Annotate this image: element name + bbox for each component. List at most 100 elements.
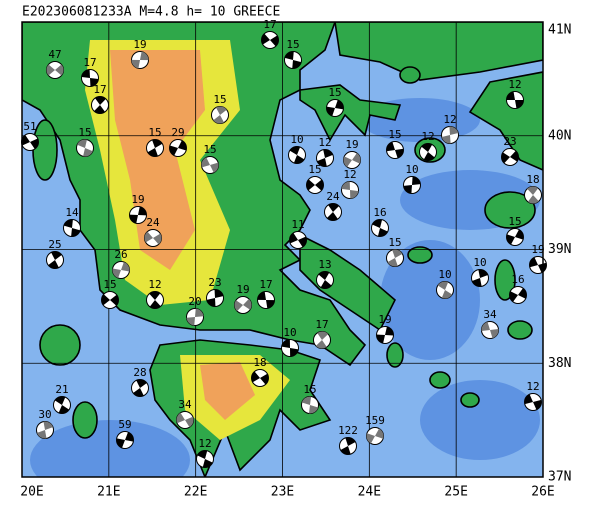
focal-mechanism: 15 [386, 236, 404, 267]
focal-mechanism: 15 [301, 383, 319, 414]
compression-quadrant [437, 281, 449, 290]
compression-quadrant [37, 430, 47, 439]
compression-quadrant [58, 405, 70, 414]
compression-quadrant [116, 438, 125, 448]
focal-mechanism: 17 [257, 278, 275, 309]
focal-mechanism: 20 [186, 295, 204, 326]
depth-label: 19 [378, 313, 391, 326]
depth-label: 15 [388, 128, 401, 141]
compression-quadrant [243, 298, 252, 310]
compression-quadrant [257, 291, 266, 300]
compression-quadrant [292, 60, 302, 69]
focal-mechanism: 10 [436, 268, 454, 299]
depth-label: 10 [405, 163, 418, 176]
compression-quadrant [178, 140, 187, 151]
depth-label: 15 [148, 126, 161, 139]
lat-label: 37N [548, 470, 571, 485]
depth-label: 20 [188, 295, 201, 308]
focal-mechanism: 159 [365, 414, 385, 445]
compression-quadrant [54, 396, 66, 405]
compression-quadrant [83, 148, 93, 157]
compression-quadrant [186, 317, 195, 326]
compression-quadrant [527, 195, 539, 204]
focal-mechanism: 11 [289, 218, 307, 249]
depth-label: 14 [65, 206, 79, 219]
compression-quadrant [210, 162, 219, 173]
compression-quadrant [169, 145, 178, 156]
depth-label: 23 [208, 276, 221, 289]
focal-mechanism: 15 [386, 128, 404, 159]
compression-quadrant [197, 450, 208, 459]
compression-quadrant [202, 459, 213, 468]
focal-mechanism: 28 [131, 366, 149, 397]
compression-quadrant [140, 51, 149, 61]
depth-label: 15 [286, 38, 299, 51]
compression-quadrant [55, 64, 64, 76]
focal-mechanism: 122 [338, 424, 358, 455]
focal-mechanism: 19 [129, 193, 147, 224]
compression-quadrant [289, 232, 298, 244]
compression-quadrant [449, 126, 459, 135]
lon-label: 22E [184, 485, 207, 500]
compression-quadrant [481, 321, 490, 332]
compression-quadrant [441, 135, 451, 144]
compression-quadrant [441, 290, 453, 299]
depth-label: 16 [373, 206, 386, 219]
compression-quadrant [290, 348, 299, 357]
compression-quadrant [375, 428, 384, 439]
compression-quadrant [206, 298, 216, 307]
depth-label: 12 [421, 130, 434, 143]
focal-mechanism: 12 [506, 78, 524, 109]
depth-label: 34 [178, 398, 192, 411]
compression-quadrant [377, 228, 388, 237]
depth-label: 15 [303, 383, 316, 396]
depth-label: 19 [345, 138, 358, 151]
focal-mechanism: 59 [116, 418, 134, 449]
depth-label: 17 [83, 56, 96, 69]
depth-label: 19 [236, 283, 249, 296]
compression-quadrant [335, 99, 344, 110]
depth-label: 12 [148, 278, 161, 291]
depth-label: 19 [131, 193, 144, 206]
compression-quadrant [506, 91, 515, 101]
map-title: E202306081233A M=4.8 h= 10 GREECE [22, 5, 280, 20]
depth-label: 15 [508, 215, 521, 228]
compression-quadrant [152, 139, 163, 148]
compression-quadrant [136, 379, 147, 388]
compression-quadrant [326, 212, 338, 221]
focal-mechanism: 15 [284, 38, 302, 69]
depth-label: 19 [531, 243, 544, 256]
compression-quadrant [323, 149, 333, 158]
compression-quadrant [129, 214, 138, 224]
compression-quadrant [215, 106, 227, 115]
focal-mechanism: 15 [506, 215, 524, 246]
compression-quadrant [149, 291, 161, 300]
depth-label: 11 [291, 218, 304, 231]
compression-quadrant [366, 433, 375, 444]
depth-label: 25 [48, 238, 61, 251]
compression-quadrant [94, 105, 106, 114]
compression-quadrant [266, 300, 275, 309]
focal-mechanism: 24 [144, 216, 162, 247]
focal-mechanism: 12 [316, 136, 334, 167]
lon-label: 26E [531, 485, 554, 500]
compression-quadrant [509, 291, 518, 302]
focal-mechanism: 12 [441, 113, 459, 144]
focal-mechanism: 12 [196, 437, 214, 468]
focal-mechanism: 24 [324, 190, 342, 221]
compression-quadrant [153, 233, 162, 245]
depth-label: 122 [338, 424, 358, 437]
compression-quadrant [345, 437, 356, 446]
compression-quadrant [501, 152, 510, 164]
compression-quadrant [524, 394, 533, 405]
compression-quadrant [478, 269, 488, 278]
compression-quadrant [101, 294, 110, 306]
compression-quadrant [234, 300, 243, 312]
compression-quadrant [328, 203, 340, 212]
focal-mechanism: 10 [281, 326, 299, 357]
focal-mechanism: 19 [234, 283, 252, 314]
lat-label: 40N [548, 128, 571, 143]
compression-quadrant [176, 412, 185, 424]
compression-quadrant [63, 219, 73, 228]
